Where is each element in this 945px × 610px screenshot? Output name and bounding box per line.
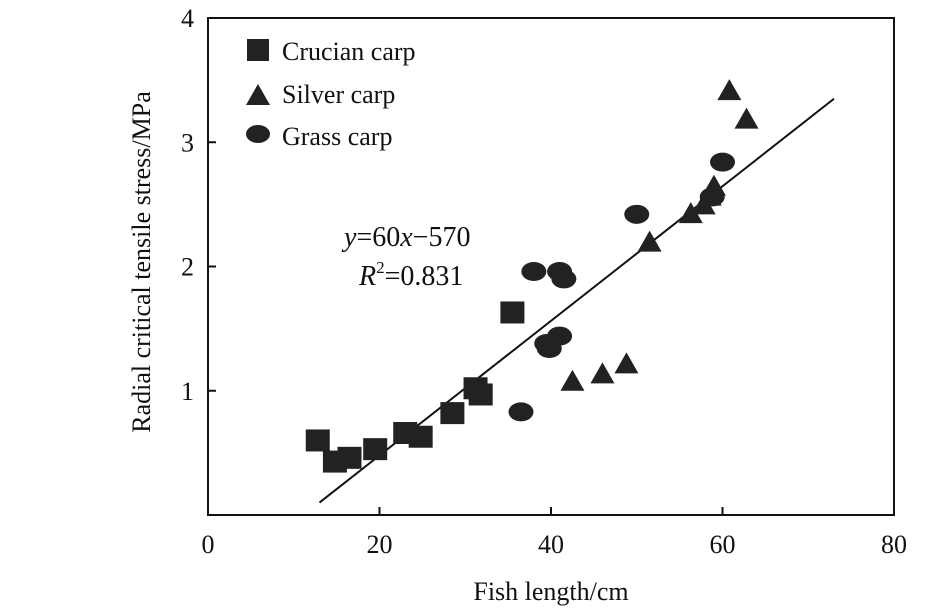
y-axis-title: Radial critical tensile stress/MPa <box>127 91 156 433</box>
y-tick-label: 3 <box>181 128 194 157</box>
fit-equation: y=60x−570 <box>341 222 470 253</box>
x-tick-label: 40 <box>538 530 564 559</box>
point-silver-carp <box>637 230 662 252</box>
legend-square-icon <box>247 39 269 61</box>
r2-r: R <box>358 261 376 292</box>
x-tick-label: 20 <box>367 530 393 559</box>
point-silver-carp <box>614 352 639 374</box>
eq-x: x <box>399 222 413 253</box>
legend-label-grass: Grass carp <box>282 122 392 151</box>
point-crucian-carp <box>500 301 525 324</box>
eq-const: −570 <box>413 222 471 253</box>
x-tick-label: 80 <box>881 530 907 559</box>
point-silver-carp <box>734 107 759 129</box>
r2-sup: 2 <box>376 258 385 277</box>
point-crucian-carp <box>440 402 465 425</box>
legend-triangle-icon <box>246 84 270 105</box>
y-tick-label: 1 <box>181 377 194 406</box>
point-grass-carp <box>508 402 534 422</box>
r-squared: R2=0.831 <box>358 258 463 292</box>
legend-label-silver: Silver carp <box>282 80 395 109</box>
eq-y: y <box>341 222 357 253</box>
point-grass-carp <box>521 261 547 281</box>
point-crucian-carp <box>363 438 388 461</box>
point-crucian-carp <box>468 383 493 406</box>
point-silver-carp <box>717 79 742 101</box>
legend: Crucian carp Silver carp Grass carp <box>246 37 416 151</box>
x-axis-title: Fish length/cm <box>473 577 628 606</box>
point-crucian-carp <box>337 446 362 469</box>
x-tick-label: 0 <box>202 530 215 559</box>
y-tick-label: 2 <box>181 253 194 282</box>
point-silver-carp <box>560 369 585 391</box>
r2-value: =0.831 <box>385 261 464 292</box>
eq-coef: =60 <box>356 222 400 253</box>
x-tick-label: 60 <box>710 530 736 559</box>
point-grass-carp <box>547 326 573 346</box>
point-crucian-carp <box>305 429 330 452</box>
y-axis-ticks: 1 2 3 4 <box>181 4 216 406</box>
point-silver-carp <box>590 362 615 384</box>
point-grass-carp <box>551 269 577 289</box>
point-grass-carp <box>699 187 725 207</box>
legend-label-crucian: Crucian carp <box>282 37 416 66</box>
data-points <box>305 79 759 473</box>
y-tick-label: 4 <box>181 4 194 33</box>
x-axis-ticks: 0 20 40 60 80 <box>202 507 907 559</box>
point-crucian-carp <box>408 425 433 448</box>
legend-circle-icon <box>246 125 270 143</box>
point-grass-carp <box>710 152 735 172</box>
point-silver-carp <box>678 202 703 224</box>
point-grass-carp <box>624 204 650 224</box>
